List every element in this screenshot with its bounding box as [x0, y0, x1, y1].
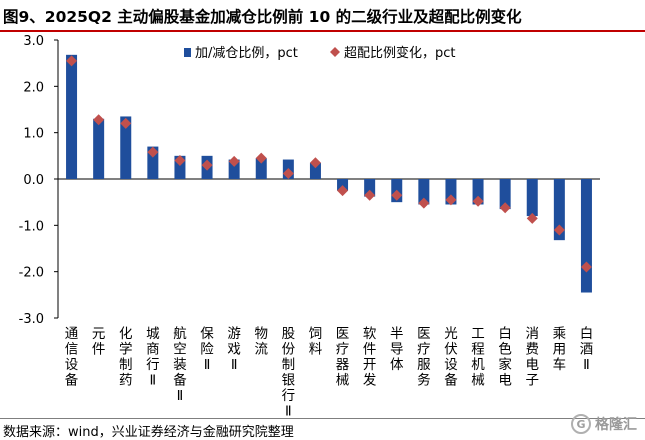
marker-point: [66, 55, 78, 67]
marker-point: [255, 152, 267, 164]
x-tick-label: 白酒 Ⅱ: [580, 326, 594, 373]
bar: [228, 159, 240, 179]
y-tick-label: 0.0: [23, 173, 44, 188]
bar: [472, 179, 484, 205]
marker-point: [282, 167, 294, 179]
bar: [445, 179, 457, 205]
marker-point: [201, 159, 213, 171]
marker-point: [445, 194, 457, 206]
y-tick-label: 2.0: [23, 80, 44, 95]
bar: [364, 179, 376, 197]
x-tick-label: 通信设备: [65, 326, 79, 389]
source-divider: [0, 418, 645, 419]
x-tick-label: 元件: [92, 326, 106, 358]
legend-bar-swatch: [184, 48, 191, 57]
marker-point: [526, 212, 538, 224]
x-tick-label: 保险 Ⅱ: [200, 326, 214, 373]
marker-point: [93, 114, 105, 126]
bar: [499, 179, 511, 210]
bar: [526, 179, 538, 217]
marker-point: [418, 197, 430, 209]
x-tick-label: 医疗器械: [336, 326, 350, 389]
chart-title: 图9、2025Q2 主动偏股基金加减仓比例前 10 的二级行业及超配比例变化: [3, 8, 522, 26]
marker-point: [364, 189, 376, 201]
bar: [255, 158, 267, 179]
title-bar: 图9、2025Q2 主动偏股基金加减仓比例前 10 的二级行业及超配比例变化: [0, 0, 645, 30]
marker-point: [120, 117, 132, 129]
x-tick-label: 物流: [255, 326, 269, 358]
x-tick-label: 半导体: [390, 326, 404, 373]
x-tick-label: 软件开发: [363, 326, 377, 389]
x-tick-label: 医疗服务: [417, 326, 431, 389]
x-tick-label: 饲料: [309, 326, 323, 358]
x-tick-label: 游戏 Ⅱ: [227, 326, 241, 373]
bar: [553, 179, 565, 241]
y-tick-label: -2.0: [19, 266, 44, 281]
x-tick-label: 白色家电: [498, 326, 512, 389]
marker-point: [391, 189, 403, 201]
bar: [418, 179, 430, 205]
bar: [93, 118, 105, 179]
bar: [309, 162, 321, 179]
marker-point: [228, 155, 240, 167]
marker-point: [499, 202, 511, 214]
watermark-logo-icon: G: [571, 414, 591, 434]
bar: [580, 179, 592, 293]
x-tick-label: 股份制银行 Ⅱ: [282, 326, 296, 418]
x-tick-label: 化学制药: [119, 326, 133, 389]
x-tick-label: 光伏设备: [444, 326, 458, 389]
x-tick-label: 乘用车: [553, 326, 567, 373]
x-tick-label: 城商行 Ⅱ: [146, 326, 160, 389]
watermark-text: 格隆汇: [595, 417, 637, 433]
bar: [120, 116, 132, 179]
y-tick-label: -1.0: [19, 219, 44, 234]
marker-point: [309, 157, 321, 169]
bar: [174, 155, 186, 179]
x-tick-label: 工程机械: [471, 326, 485, 389]
bar: [66, 54, 78, 179]
marker-point: [337, 185, 349, 197]
x-tick-label: 航空装备 Ⅱ: [173, 326, 187, 404]
y-tick-label: 3.0: [23, 34, 44, 49]
watermark: G 格隆汇: [571, 414, 637, 434]
legend-bar-label: 加/减仓比例，pct: [195, 46, 298, 61]
y-tick-label: -3.0: [19, 312, 44, 327]
marker-point: [147, 146, 159, 158]
y-tick-label: 1.0: [23, 127, 44, 142]
marker-point: [174, 154, 186, 166]
marker-point: [553, 224, 565, 236]
legend-marker-label: 超配比例变化，pct: [344, 45, 456, 61]
marker-point: [472, 195, 484, 207]
marker-point: [580, 261, 592, 273]
bar: [337, 179, 349, 191]
bar: [147, 146, 159, 179]
title-divider: [0, 30, 645, 32]
x-tick-label: 消费电子: [526, 326, 540, 389]
legend-marker-swatch: [330, 47, 340, 57]
source-note: 数据来源：wind，兴业证券经济与金融研究院整理: [3, 425, 294, 440]
